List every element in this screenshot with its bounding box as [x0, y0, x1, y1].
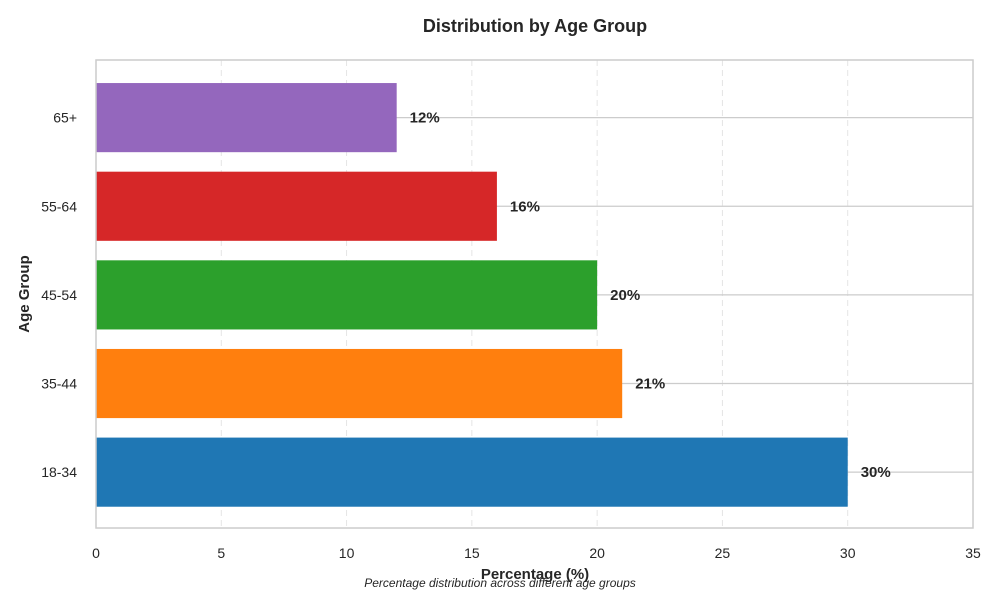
bars [96, 83, 848, 507]
plot-frame [95, 59, 974, 529]
y-tick-label: 35-44 [41, 376, 77, 392]
bar [96, 437, 848, 507]
bar [96, 171, 497, 241]
x-tick-label: 25 [715, 545, 731, 561]
bar-value-label: 12% [410, 110, 440, 127]
x-tick-label: 30 [840, 545, 856, 561]
x-tick-label: 15 [464, 545, 480, 561]
bar-value-label: 21% [635, 376, 665, 393]
y-tick-label: 45-54 [41, 287, 77, 303]
y-tick-label: 55-64 [41, 198, 77, 214]
bar-value-label: 20% [610, 287, 640, 304]
y-tick-label: 18-34 [41, 464, 77, 480]
x-tick-label: 35 [965, 545, 981, 561]
x-tick-label: 20 [589, 545, 605, 561]
bar [96, 348, 623, 419]
bar-value-label: 30% [861, 464, 891, 481]
tick-labels: 0 5 10 15 20 25 30 35 18-34 35-44 45-54 55-64 65+ [41, 110, 981, 561]
chart-caption: Percentage distribution across different… [364, 576, 636, 590]
bar [96, 260, 598, 330]
bar [96, 83, 397, 153]
value-labels: 30% 21% 20% 16% 12% [410, 110, 891, 482]
x-axis-label: Percentage (%) [481, 566, 589, 583]
chart-title: Distribution by Age Group [423, 16, 647, 36]
x-tick-label: 10 [339, 545, 355, 561]
x-tick-label: 0 [92, 545, 100, 561]
y-axis-label: Age Group [16, 255, 33, 333]
bar-value-label: 16% [510, 198, 540, 215]
x-tick-label: 5 [217, 545, 225, 561]
y-tick-label: 65+ [53, 110, 77, 126]
